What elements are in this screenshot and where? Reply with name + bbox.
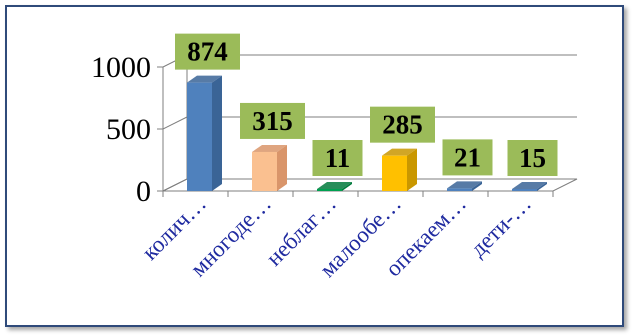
bar [512,182,547,191]
bar-side [277,144,287,191]
data-label-text: 15 [519,143,546,173]
bars [187,75,547,191]
bar-side [212,75,222,191]
bar [252,144,287,191]
data-label-box [442,139,493,176]
data-label: 11 [312,140,363,176]
bar [187,75,222,191]
y-tick-label: 500 [106,113,151,146]
bar [447,181,482,191]
data-label-text: 874 [187,37,228,67]
y-tick-label: 1000 [91,51,151,84]
data-labels: 874 315 11 285 21 15 [175,33,558,176]
bar-top [252,144,287,152]
data-label-text: 315 [252,106,293,136]
bar-front [512,189,537,191]
data-label-text: 11 [325,143,351,173]
data-label-box [312,140,363,176]
x-axis: колич…многоде…неблаг…малообе…опекаем…дет… [137,191,554,282]
x-tick-label: дети-… [465,191,536,262]
bar-front [317,189,342,191]
data-label-box [240,102,305,139]
data-label-text: 21 [454,142,481,172]
grid-diagonal [162,178,188,192]
y-tick-label: 0 [136,175,151,208]
bar-front [252,151,277,191]
data-label: 315 [240,102,305,139]
data-label: 285 [370,106,435,143]
data-label-text: 285 [382,110,423,140]
bar-top [187,75,222,83]
data-label-box [507,140,558,176]
data-label-box [370,106,435,143]
bar-side [407,148,417,191]
bar-side [537,182,547,191]
grid-diagonal [162,116,188,130]
bar [382,148,417,191]
data-label: 21 [442,139,493,176]
data-label: 874 [175,33,240,70]
y-axis: 0 500 1000 [91,51,164,208]
data-label-box [175,33,240,70]
bar-side [472,181,482,191]
bar-top [382,148,417,156]
bar-top [317,182,352,189]
data-label: 15 [507,140,558,176]
bar-front [187,82,212,191]
bar-side [342,182,352,191]
bar-front [382,155,407,191]
bar-top [512,182,547,189]
bar-front [447,188,472,191]
bar [317,182,352,191]
bar-top [447,181,482,189]
